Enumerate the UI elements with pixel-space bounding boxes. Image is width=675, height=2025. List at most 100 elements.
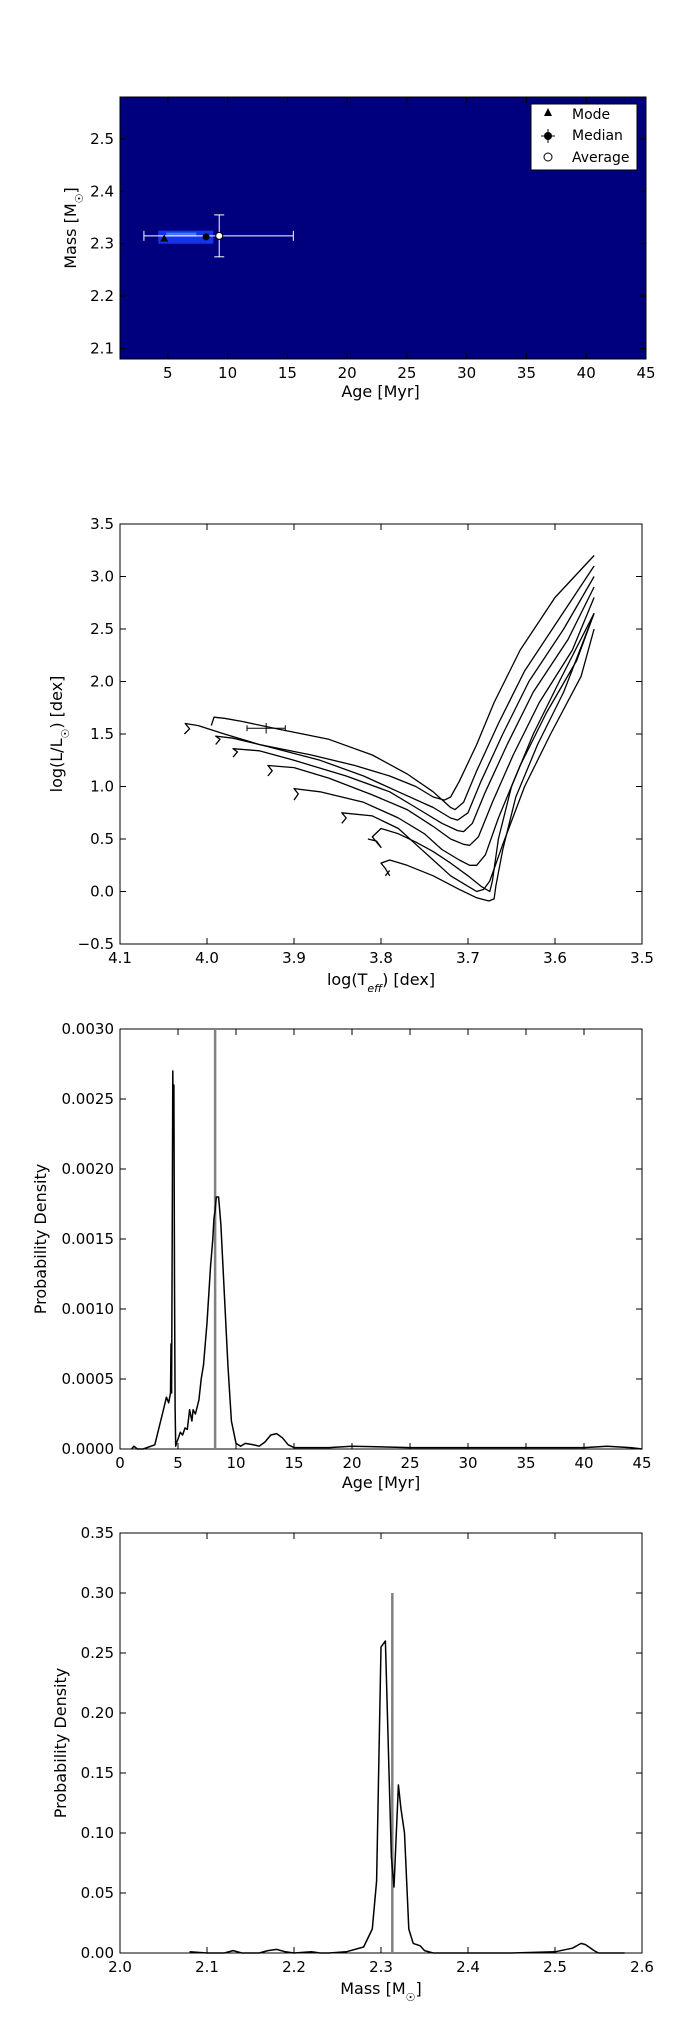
mass-pdf-plot (189, 1593, 625, 1954)
observed-point (246, 722, 286, 734)
heatmap-hot-core (166, 232, 197, 237)
age-pdf-line (131, 1070, 643, 1450)
heatmap-xtick-label: 20 (338, 364, 357, 382)
mass-pdf-xlabel: Mass [M☉] (340, 1979, 422, 2004)
mass-pdf-ytick-label: 0.20 (81, 1704, 114, 1722)
age-pdf-xtick-label: 15 (284, 1454, 303, 1472)
mass-pdf-ylabel: Probability Density (51, 1668, 70, 1819)
age-pdf-xtick-label: 5 (173, 1454, 183, 1472)
mass-pdf-xtick-label: 2.3 (369, 1958, 393, 1976)
mass-pdf-ytick-label: 0.30 (81, 1584, 114, 1602)
legend-label-average: Average (572, 150, 630, 166)
age-pdf-panel: 0 5 10 15 20 25 30 35 40 45 0.0000 0.0005 0.0010 0.00… (31, 1020, 652, 1492)
hr-ytick-label: 3.0 (90, 568, 114, 586)
isochrone-line-9 (380, 613, 595, 902)
mass-pdf-xtick-label: 2.2 (282, 1958, 306, 1976)
heatmap-xtick-label: 35 (517, 364, 536, 382)
hr-ytick-label: 1.5 (90, 725, 114, 743)
mode-marker (160, 234, 169, 242)
heatmap-xtick-label: 5 (163, 364, 173, 382)
isochrone-tracks (183, 555, 595, 902)
legend-label-median: Median (572, 128, 623, 144)
average-marker (215, 231, 224, 240)
age-pdf-xtick-label: 30 (458, 1454, 477, 1472)
mass-pdf-xtick-label: 2.6 (630, 1958, 654, 1976)
heatmap-ytick-label: 2.2 (90, 287, 114, 305)
mass-pdf-ytick-label: 0.25 (81, 1644, 114, 1662)
hr-xtick-label: 3.9 (282, 949, 306, 967)
isochrone-line-8 (367, 613, 595, 893)
average-error-bars (143, 214, 294, 258)
heatmap-ylabel: Mass [M☉] (61, 187, 86, 269)
hr-plot-frame (119, 523, 643, 945)
heatmap-frame (119, 96, 647, 360)
mass-pdf-line (189, 1640, 625, 1954)
isochrone-line-2 (210, 565, 595, 811)
age-pdf-xtick-label: 10 (226, 1454, 245, 1472)
mass-pdf-ytick-label: 0.15 (81, 1764, 114, 1782)
age-pdf-xtick-label: 0 (115, 1454, 125, 1472)
mass-pdf-panel: 2.0 2.1 2.2 2.3 2.4 2.5 2.6 0.00 0.05 0.10 0.15 0.2… (51, 1524, 654, 2004)
hr-xlabel: log(Teff) [dex] (327, 970, 435, 995)
age-pdf-xtick-label: 25 (400, 1454, 419, 1472)
age-pdf-ytick-label: 0.0005 (62, 1370, 115, 1388)
hr-ytick-label: 2.0 (90, 673, 114, 691)
hr-ytick-label: 3.5 (90, 515, 114, 533)
mass-pdf-frame (119, 1532, 643, 1954)
mass-pdf-xtick-label: 2.5 (543, 1958, 567, 1976)
isochrone-line-5 (267, 597, 595, 846)
heatmap-xlabel: Age [Myr] (341, 382, 419, 401)
mass-pdf-xtick-label: 2.4 (456, 1958, 480, 1976)
age-pdf-ytick-label: 0.0010 (62, 1300, 115, 1318)
age-pdf-ytick-label: 0.0000 (62, 1440, 115, 1458)
hr-diagram-panel: 4.1 4.0 3.9 3.8 3.7 3.6 3.5 −0.5 0.0 0.5 1.0 1.5 2.0… (47, 515, 654, 995)
median-marker (202, 233, 210, 241)
hr-ytick-label: −0.5 (78, 935, 114, 953)
hr-xtick-label: 3.5 (630, 949, 654, 967)
mass-pdf-ytick-label: 0.10 (81, 1824, 114, 1842)
isochrone-line-1 (183, 555, 595, 801)
age-mass-heatmap-panel: 5 10 15 20 25 30 35 40 45 2.1 2.2 2.3 2.4 2.5 Mode Me… (61, 96, 656, 401)
isochrone-line-3 (215, 576, 595, 821)
hr-ytick-label: 1.0 (90, 778, 114, 796)
age-pdf-xlabel: Age [Myr] (342, 1473, 420, 1492)
heatmap-xtick-label: 45 (636, 364, 655, 382)
heatmap-ytick-label: 2.4 (90, 182, 114, 200)
hr-ytick-label: 0.0 (90, 883, 114, 901)
heatmap-ytick-label: 2.5 (90, 130, 114, 148)
age-pdf-ytick-label: 0.0025 (62, 1090, 115, 1108)
average-legend-icon (543, 152, 553, 162)
age-pdf-frame (119, 1028, 643, 1450)
heatmap-xtick-label: 25 (397, 364, 416, 382)
mass-pdf-ticks: 2.0 2.1 2.2 2.3 2.4 2.5 2.6 0.00 0.05 0.10 0.15 0.2… (81, 1524, 654, 1976)
mass-pdf-ytick-label: 0.05 (81, 1884, 114, 1902)
heatmap-ytick-label: 2.3 (90, 235, 114, 253)
age-pdf-xtick-label: 45 (632, 1454, 651, 1472)
age-pdf-ytick-label: 0.0030 (62, 1020, 115, 1038)
heatmap-xtick-label: 40 (577, 364, 596, 382)
age-pdf-ytick-label: 0.0020 (62, 1160, 115, 1178)
heatmap-xtick-label: 30 (457, 364, 476, 382)
mass-pdf-xtick-label: 2.1 (195, 1958, 219, 1976)
hr-xtick-label: 3.8 (369, 949, 393, 967)
hr-ytick-label: 0.5 (90, 830, 114, 848)
heatmap-ytick-label: 2.1 (90, 340, 114, 358)
mass-pdf-ytick-label: 0.35 (81, 1524, 114, 1542)
age-pdf-ylabel: Probability Density (31, 1164, 50, 1315)
heatmap-xtick-label: 15 (278, 364, 297, 382)
isochrone-line-10 (384, 870, 391, 877)
mass-pdf-ytick-label: 0.00 (81, 1944, 114, 1962)
legend-label-mode: Mode (572, 107, 610, 123)
hr-xtick-label: 4.1 (108, 949, 132, 967)
age-pdf-plot (131, 1029, 643, 1450)
age-pdf-xtick-label: 40 (574, 1454, 593, 1472)
hr-ytick-label: 2.5 (90, 620, 114, 638)
heatmap-xtick-label: 10 (218, 364, 237, 382)
heatmap-ticks: 5 10 15 20 25 30 35 40 45 2.1 2.2 2.3 2.4 2.5 (90, 97, 656, 382)
hr-xtick-label: 4.0 (195, 949, 219, 967)
isochrone-line-4 (232, 586, 595, 833)
mass-pdf-xtick-label: 2.0 (108, 1958, 132, 1976)
mode-legend-icon (544, 108, 552, 116)
